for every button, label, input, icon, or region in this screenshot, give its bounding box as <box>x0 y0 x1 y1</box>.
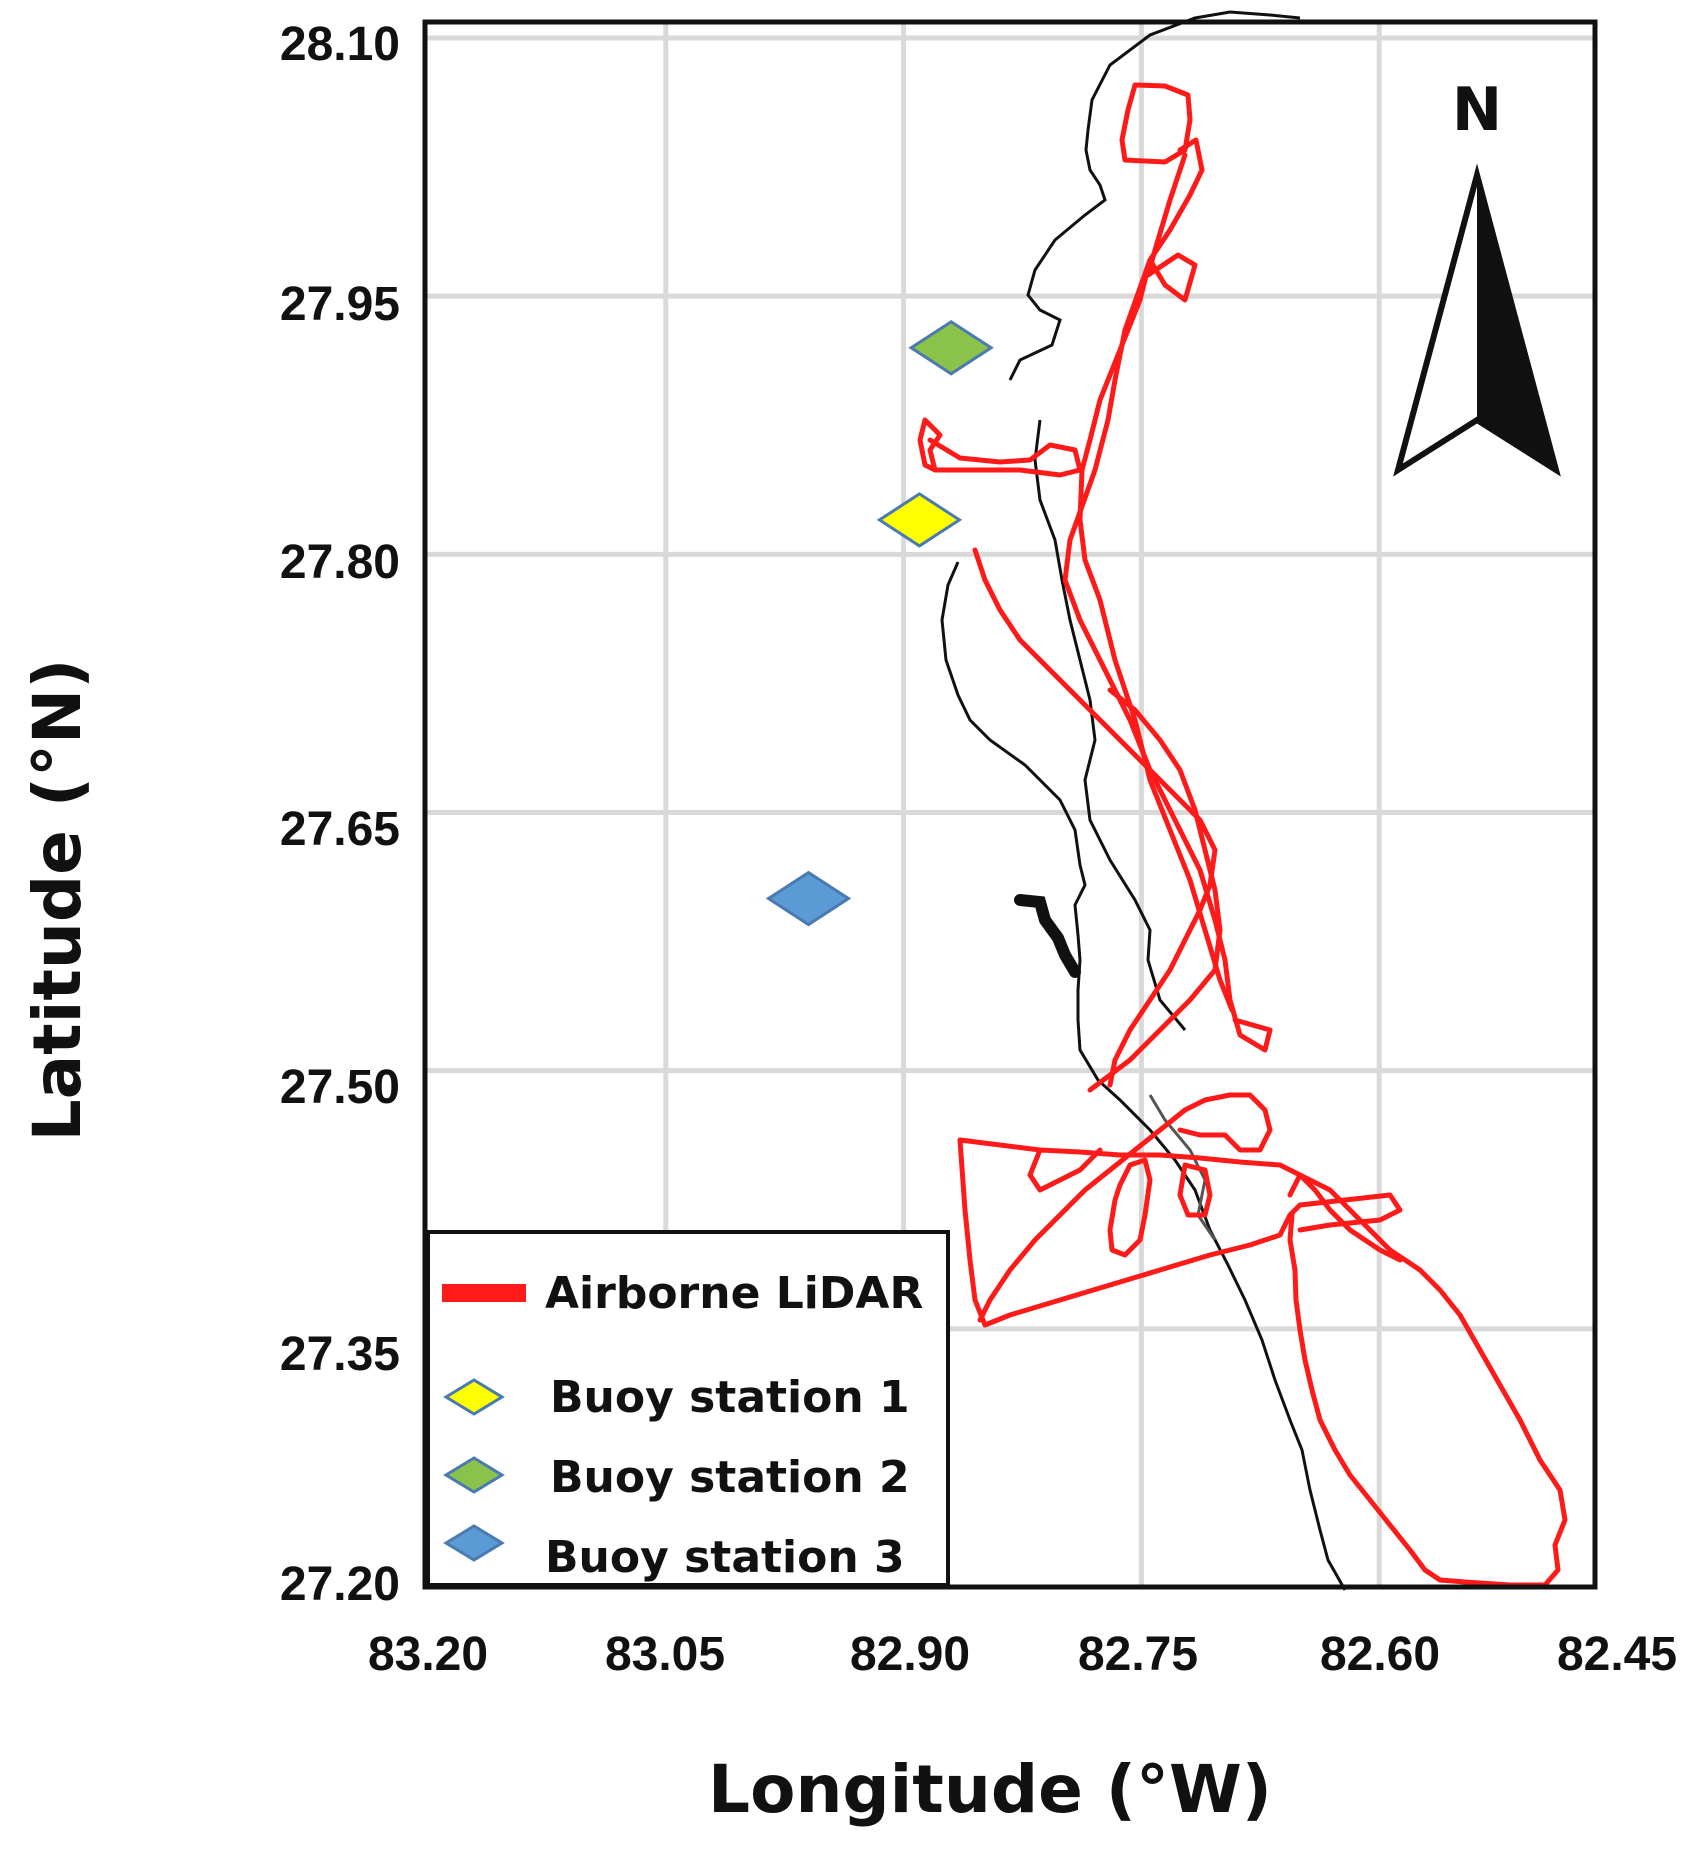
x-tick-label: 83.20 <box>368 1628 488 1681</box>
coastline-central <box>940 561 1347 1591</box>
y-tick-label: 27.65 <box>280 803 400 856</box>
north-arrow-label: N <box>1452 75 1502 145</box>
buoy-station-3-marker <box>765 870 852 927</box>
coastline-islands <box>1033 419 1187 1031</box>
coastline-thick-segment <box>1014 894 1081 978</box>
y-axis-title: Latitude (°N) <box>19 659 96 1142</box>
legend-buoy1-icon <box>443 1378 505 1416</box>
legend-lidar-label: Airborne LiDAR <box>545 1268 923 1319</box>
coastline-south-shoal <box>1148 1094 1217 1241</box>
x-tick-label: 82.45 <box>1557 1628 1677 1681</box>
lidar-track-south-diagonal-west <box>977 1092 1273 1323</box>
lidar-track-south-inner <box>1027 1147 1103 1193</box>
legend-lidar-swatch <box>442 1284 526 1302</box>
buoy-station-2-marker <box>908 320 994 376</box>
plot-frame <box>422 19 1598 1590</box>
x-tick-label: 83.05 <box>605 1628 725 1681</box>
x-tick-label: 82.75 <box>1078 1628 1198 1681</box>
legend-buoy2-icon <box>443 1456 505 1494</box>
x-axis-title: Longitude (°W) <box>708 1751 1272 1828</box>
legend-buoy3-label: Buoy station 3 <box>545 1532 905 1583</box>
legend-buoy2-label: Buoy station 2 <box>550 1452 910 1503</box>
legend: Airborne LiDAR Buoy station 1 Buoy stati… <box>426 1230 950 1587</box>
x-tick-label: 82.60 <box>1320 1628 1440 1681</box>
y-tick-label: 27.50 <box>280 1061 400 1114</box>
lidar-track-north-loops <box>1119 82 1193 165</box>
y-tick-label: 27.35 <box>280 1328 400 1381</box>
y-tick-label: 27.20 <box>280 1558 400 1611</box>
buoy-station-1-marker <box>876 492 963 548</box>
lidar-track-west-loop <box>917 417 1083 478</box>
lidar-track-center-lines <box>1062 152 1273 1053</box>
y-tick-label: 28.10 <box>280 18 400 71</box>
legend-buoy3-icon <box>443 1524 505 1562</box>
legend-buoy1-label: Buoy station 1 <box>550 1372 910 1423</box>
north-arrow-right-half <box>1477 175 1556 470</box>
north-arrow: N <box>1393 75 1561 477</box>
lidar-track-south-box <box>957 1137 1403 1328</box>
y-tick-labels: 28.10 27.95 27.80 27.65 27.50 27.35 27.2… <box>280 18 400 1611</box>
lidar-track-south-loop2 <box>1177 1162 1213 1218</box>
x-tick-labels: 83.20 83.05 82.90 82.75 82.60 82.45 <box>368 1628 1677 1681</box>
lidar-track-north-lines <box>1077 137 1235 1013</box>
x-tick-label: 82.90 <box>850 1628 970 1681</box>
lidar-track-south-small-loops <box>1107 1157 1153 1258</box>
lidar-track-crossing-east <box>1087 687 1223 1093</box>
buoy-markers <box>765 320 994 927</box>
y-tick-label: 27.80 <box>280 536 400 589</box>
y-tick-label: 27.95 <box>280 278 400 331</box>
lidar-track-south-lines <box>957 1137 1403 1263</box>
